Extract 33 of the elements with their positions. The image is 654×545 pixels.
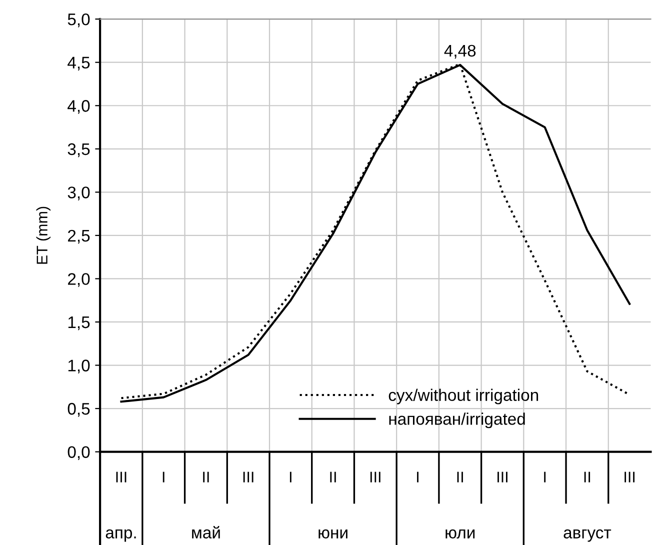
x-tick-label: III: [243, 472, 254, 482]
y-tick-label: 4,5: [68, 56, 90, 71]
y-tick-label: 3,5: [68, 143, 90, 158]
x-tick-label: II: [457, 472, 463, 482]
text: юли: [446, 529, 475, 538]
data-label: 4,48: [444, 44, 476, 59]
x-tick-label: III: [370, 472, 380, 482]
x-tick-label: I: [162, 472, 164, 482]
x-tick-label: III: [498, 472, 508, 482]
y-tick-label: 0,5: [68, 402, 90, 417]
y-axis-title: ET (mm): [36, 206, 50, 264]
text: апр.: [106, 529, 136, 542]
y-tick-label: 5,0: [68, 13, 90, 28]
x-tick-label: I: [544, 472, 546, 482]
text: юни: [318, 529, 348, 538]
y-tick-label: 1,5: [68, 316, 90, 330]
x-tick-label: II: [330, 472, 336, 482]
y-tick-label: 3,0: [68, 186, 90, 200]
x-tick-label: I: [290, 472, 292, 482]
x-tick-label: III: [624, 472, 635, 482]
text: август: [564, 529, 612, 542]
y-tick-label: 2,0: [68, 273, 90, 287]
x-tick-label: III: [116, 472, 126, 482]
x-tick-label: II: [203, 472, 209, 482]
y-tick-label: 0,0: [68, 446, 90, 460]
y-tick-label: 1,0: [68, 360, 90, 374]
legend-label: сух/without irrigation: [388, 388, 538, 404]
legend-label: напояван/irrigated: [389, 412, 525, 428]
text: май: [192, 526, 220, 538]
x-tick-label: II: [584, 472, 590, 482]
y-tick-label: 2,5: [68, 230, 90, 244]
y-tick-label: 4,0: [68, 100, 90, 114]
x-tick-label: I: [417, 472, 418, 482]
